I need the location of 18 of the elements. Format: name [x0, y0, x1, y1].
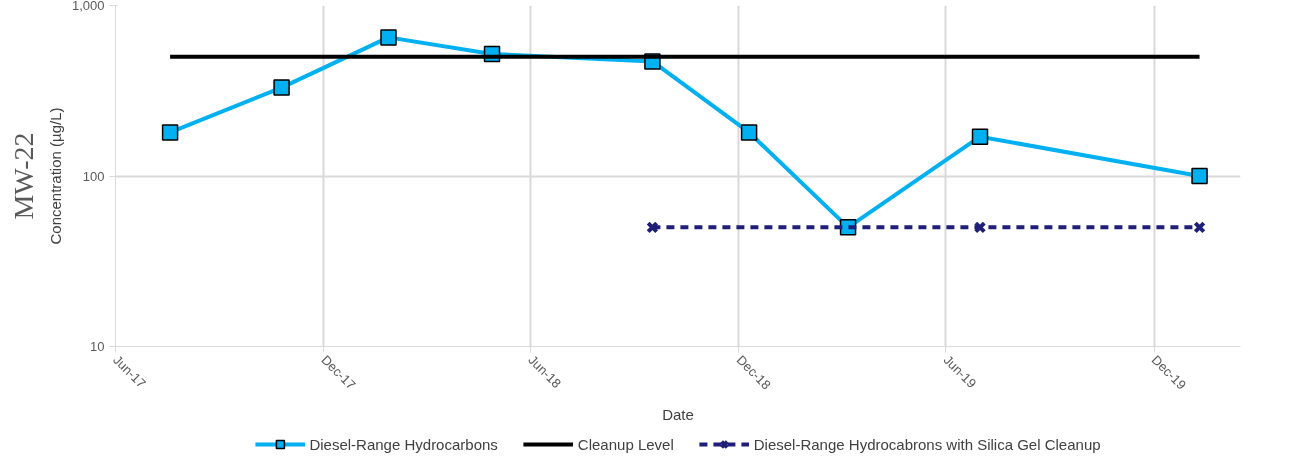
point	[646, 221, 659, 234]
point	[973, 221, 987, 234]
text: MW-22	[7, 132, 39, 220]
point	[971, 128, 989, 145]
y-tick-label: 100	[82, 168, 105, 184]
point	[740, 124, 758, 141]
point	[1193, 221, 1206, 234]
point	[273, 79, 290, 96]
y-tick-label: 10	[90, 339, 105, 354]
x-axis-title: Date	[662, 405, 694, 423]
legend-label: Cleanup Level	[577, 435, 674, 453]
point	[161, 124, 179, 141]
point	[1191, 167, 1208, 185]
y-axis-title: Concentration (µg/L)	[46, 107, 64, 245]
y-tick-label: 1,000	[71, 0, 105, 13]
point	[380, 29, 397, 46]
legend-label: Diesel-Range Hydrocarbons	[309, 435, 498, 453]
legend-label: Diesel-Range Hydrocabrons with Silica Gel Cleanup	[753, 435, 1101, 453]
